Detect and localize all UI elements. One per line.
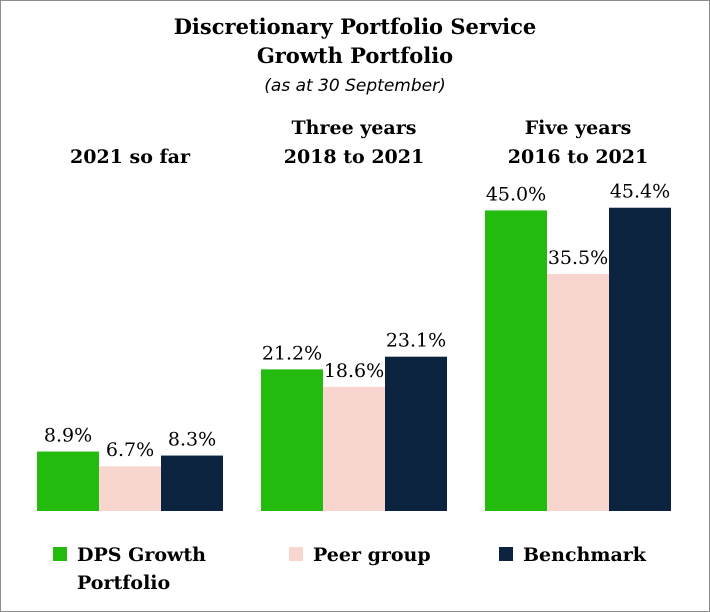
legend-label-0-line0: DPS Growth [77, 544, 206, 566]
category-labels: 2021 so far Three years 2018 to 2021 Five y… [70, 117, 648, 168]
data-label-series-2-cat-0: 8.3% [168, 429, 216, 451]
bars-layer: 8.9% 21.2% 45.0% 6.7% 18.6% 35.5% 8.3% 23.1% 45.… [37, 181, 671, 511]
category-label-2-line1: Five years [525, 117, 632, 139]
category-label-0-line2: 2021 so far [70, 146, 191, 168]
bar-series-1-cat-0 [99, 466, 161, 511]
data-label-series-2-cat-2: 45.4% [610, 181, 670, 203]
bar-series-1-cat-2 [547, 273, 609, 511]
chart-date-note: (as at 30 September) [264, 76, 445, 96]
bar-series-2-cat-1 [385, 356, 447, 511]
legend-swatch-1 [289, 547, 303, 561]
legend-label-2-line0: Benchmark [523, 544, 647, 566]
chart-subtitle: Growth Portfolio [257, 43, 453, 68]
category-label-2-line2: 2016 to 2021 [508, 146, 648, 168]
category-label-1-line1: Three years [292, 117, 417, 139]
data-label-series-2-cat-1: 23.1% [386, 330, 446, 352]
category-label-1-line2: 2018 to 2021 [284, 146, 424, 168]
bar-series-2-cat-0 [161, 455, 223, 511]
legend-swatch-0 [53, 547, 67, 561]
legend-swatch-2 [499, 547, 513, 561]
chart-title: Discretionary Portfolio Service [174, 14, 537, 39]
bar-series-0-cat-0 [37, 451, 99, 511]
bar-series-2-cat-2 [609, 207, 671, 511]
data-label-series-1-cat-0: 6.7% [106, 439, 154, 461]
legend-label-0-line1: Portfolio [77, 572, 170, 594]
data-label-series-0-cat-2: 45.0% [486, 183, 546, 205]
bar-series-0-cat-2 [485, 210, 547, 511]
legend-label-1-line0: Peer group [313, 544, 431, 566]
data-label-series-1-cat-2: 35.5% [548, 247, 608, 269]
legend: DPS Growth Portfolio Peer group Benchmark [53, 544, 647, 594]
bar-series-0-cat-1 [261, 369, 323, 511]
data-label-series-1-cat-1: 18.6% [324, 360, 384, 382]
data-label-series-0-cat-0: 8.9% [44, 425, 92, 447]
data-label-series-0-cat-1: 21.2% [262, 342, 322, 364]
bar-series-1-cat-1 [323, 386, 385, 511]
